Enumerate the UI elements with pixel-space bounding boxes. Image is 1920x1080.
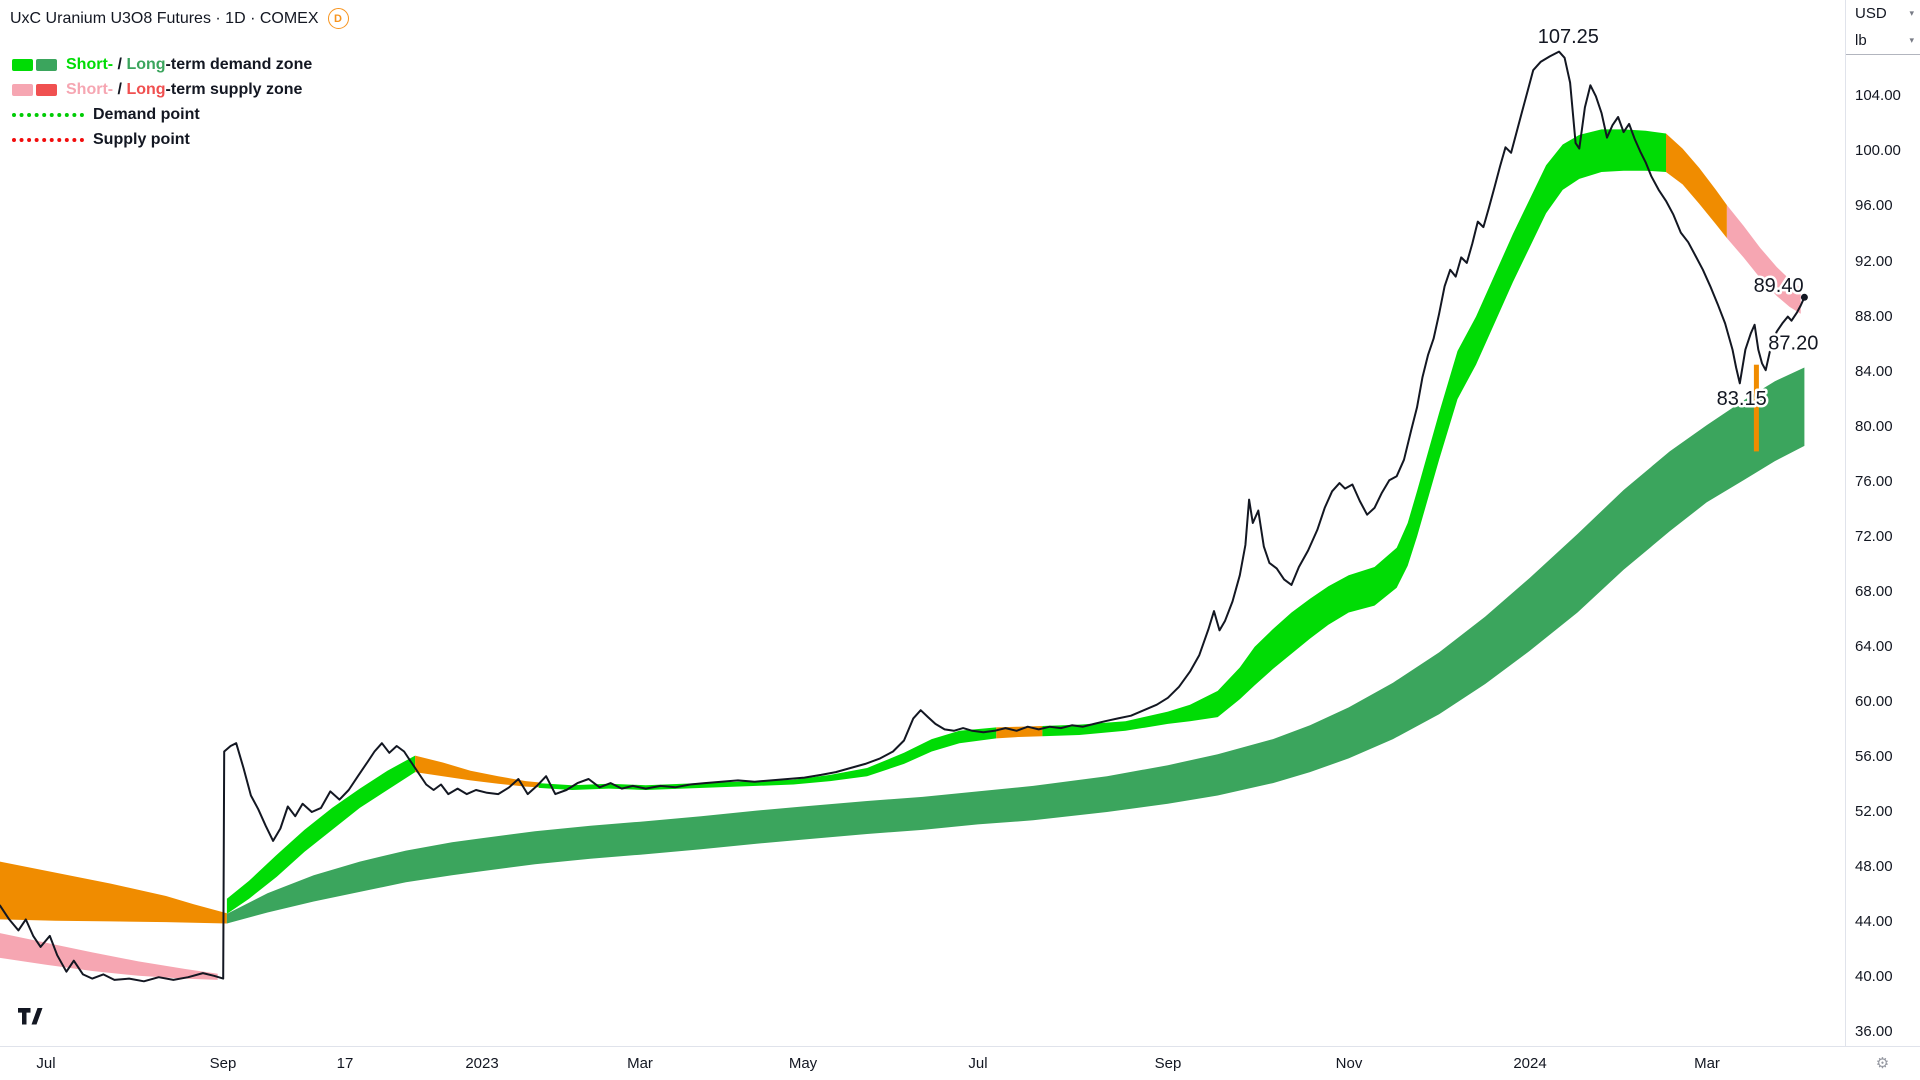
price-axis-label: 56.00	[1855, 748, 1893, 765]
short-term-band-demand-3	[1042, 129, 1666, 737]
time-axis-label: Jul	[968, 1055, 988, 1072]
price-axis-label: 40.00	[1855, 968, 1893, 985]
short-term-band-supply-2	[1726, 205, 1801, 314]
time-axis[interactable]: Jul Sep 17 2023 Mar May Jul Sep Nov 2024 Mar	[0, 1046, 1920, 1080]
price-label: 87.20	[1768, 333, 1818, 355]
left-pink-supply-band	[0, 933, 218, 980]
axis-unit-measure[interactable]: lb ▾	[1846, 27, 1920, 54]
price-axis-label: 36.00	[1855, 1023, 1893, 1040]
price-axis[interactable]: 104.00 100.00 96.00 92.00 88.00 84.00 80.00 76.…	[1845, 0, 1920, 1046]
currency-unit-label: USD	[1855, 5, 1887, 22]
price-axis-label: 104.00	[1855, 87, 1901, 104]
indicator-legend: Short- / Long-term demand zone Short- / …	[12, 52, 312, 152]
demand-rest-text: -term demand zone	[165, 55, 313, 73]
price-axis-label: 68.00	[1855, 583, 1893, 600]
time-axis-label: Nov	[1335, 1055, 1363, 1072]
chevron-down-icon: ▾	[1909, 8, 1914, 18]
price-axis-label: 100.00	[1855, 142, 1901, 159]
last-price-dot	[1800, 293, 1808, 301]
price-axis-label: 88.00	[1855, 308, 1893, 325]
source-badge[interactable]: D	[327, 8, 349, 29]
supply-rest-text: -term supply zone	[165, 80, 303, 98]
axis-corner: ⚙	[1845, 1046, 1920, 1080]
time-axis-label: 17	[336, 1055, 354, 1072]
price-axis-labels: 104.00 100.00 96.00 92.00 88.00 84.00 80.00 76.…	[1846, 0, 1920, 1046]
price-line	[0, 50, 1806, 983]
supply-zone-label: Short- / Long-term supply zone	[66, 81, 302, 99]
demand-short-text: Short-	[66, 55, 114, 73]
time-axis-label: 2024	[1513, 1055, 1547, 1072]
left-orange-supply-band	[0, 861, 227, 924]
supply-long-text: Long	[126, 80, 166, 98]
axis-unit-box: USD ▾ lb ▾	[1846, 0, 1920, 55]
price-axis-label: 80.00	[1855, 418, 1893, 435]
demand-zone-swatches	[12, 58, 57, 71]
price-label: 89.40	[1754, 275, 1804, 297]
price-axis-label: 92.00	[1855, 253, 1893, 270]
short-term-band-demand-1	[226, 755, 416, 914]
time-axis-label: Mar	[627, 1055, 653, 1072]
time-axis-label: Sep	[1154, 1055, 1182, 1072]
time-axis-label: May	[788, 1055, 818, 1072]
short-term-band-supply-1	[1666, 133, 1727, 239]
axis-unit-currency[interactable]: USD ▾	[1846, 0, 1920, 27]
tradingview-logo[interactable]	[18, 1008, 46, 1025]
time-axis-labels: Jul Sep 17 2023 Mar May Jul Sep Nov 2024 Mar	[0, 1047, 1845, 1080]
short-term-band-demand-2	[538, 727, 997, 790]
price-axis-label: 72.00	[1855, 528, 1893, 545]
short-term-supply-swatch	[12, 83, 33, 96]
demand-point-label: Demand point	[93, 105, 200, 123]
short-term-band-flip-1	[415, 755, 539, 788]
price-axis-label: 64.00	[1855, 638, 1893, 655]
legend-row-supply-point[interactable]: Supply point	[12, 127, 312, 152]
chevron-down-icon: ▾	[1909, 35, 1914, 45]
supply-zone-swatches	[12, 83, 57, 96]
supply-point-swatch	[12, 137, 84, 142]
supply-short-text: Short-	[66, 80, 114, 98]
supply-point-label: Supply point	[93, 130, 190, 148]
price-label: 83.15	[1717, 388, 1767, 410]
symbol-title: UxC Uranium U3O8 Futures · 1D · COMEX	[10, 9, 319, 27]
measure-unit-label: lb	[1855, 32, 1867, 49]
time-axis-label: Jul	[36, 1055, 56, 1072]
demand-point-swatch	[12, 112, 84, 117]
price-axis-label: 60.00	[1855, 693, 1893, 710]
supply-sep-text: /	[113, 80, 127, 98]
short-term-demand-swatch	[12, 58, 33, 71]
time-axis-label: Mar	[1694, 1055, 1720, 1072]
long-term-supply-swatch	[36, 83, 57, 96]
demand-long-text: Long	[126, 55, 166, 73]
gear-icon[interactable]: ⚙	[1875, 1055, 1890, 1072]
long-term-demand-band	[226, 367, 1805, 924]
legend-row-demand-point[interactable]: Demand point	[12, 102, 312, 127]
price-axis-label: 48.00	[1855, 858, 1893, 875]
price-label: 107.25	[1538, 26, 1599, 48]
price-axis-label: 76.00	[1855, 473, 1893, 490]
price-axis-label: 84.00	[1855, 363, 1893, 380]
long-term-demand-swatch	[36, 58, 57, 71]
symbol-title-bar[interactable]: UxC Uranium U3O8 Futures · 1D · COMEX D	[10, 8, 349, 29]
demand-sep-text: /	[113, 55, 127, 73]
price-chart[interactable]: 107.25 89.40 87.20 83.15	[0, 0, 1845, 1046]
time-axis-label: Sep	[209, 1055, 237, 1072]
chart-pane[interactable]: 107.25 89.40 87.20 83.15 UxC Uranium U3O8 F…	[0, 0, 1845, 1046]
demand-zone-label: Short- / Long-term demand zone	[66, 56, 312, 74]
time-axis-label: 2023	[465, 1055, 499, 1072]
legend-row-supply-zone[interactable]: Short- / Long-term supply zone	[12, 77, 312, 102]
price-axis-label: 96.00	[1855, 197, 1893, 214]
demand-point-marker	[1753, 364, 1759, 452]
price-axis-label: 52.00	[1855, 803, 1893, 820]
legend-row-demand-zone[interactable]: Short- / Long-term demand zone	[12, 52, 312, 77]
price-axis-label: 44.00	[1855, 913, 1893, 930]
